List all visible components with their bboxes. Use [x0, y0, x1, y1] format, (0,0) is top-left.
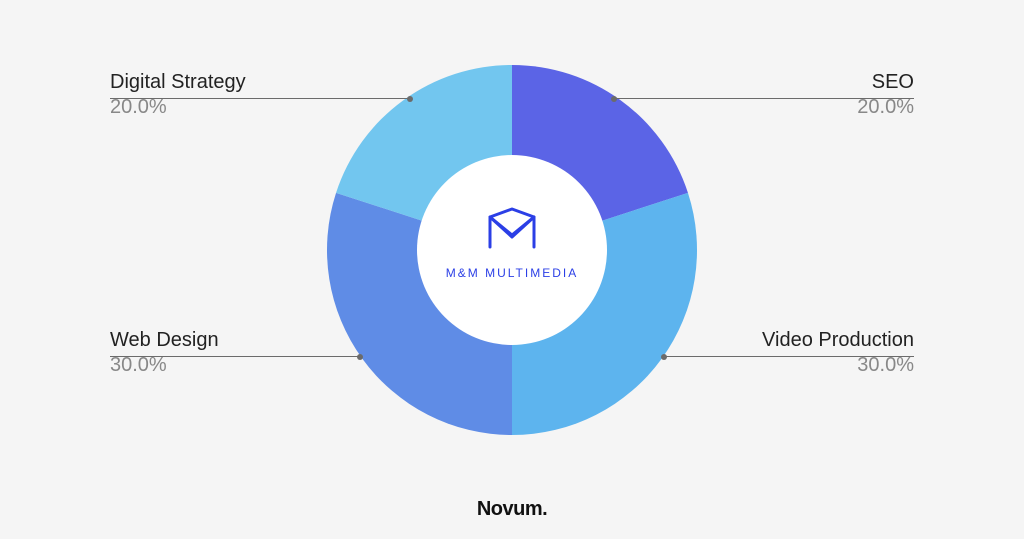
label-web-design: Web Design 30.0%: [110, 328, 219, 378]
mm-logo-icon: [482, 205, 542, 255]
slice-label: Digital Strategy: [110, 70, 246, 95]
leader-video-production: [664, 356, 914, 357]
label-seo: SEO 20.0%: [857, 70, 914, 120]
chart-stage: Digital Strategy 20.0% SEO 20.0% Web Des…: [0, 0, 1024, 539]
leader-web-design: [110, 356, 360, 357]
slice-label: Web Design: [110, 328, 219, 353]
center-logo: M&M MULTIMEDIA: [422, 205, 602, 280]
center-brand-text: M&M MULTIMEDIA: [422, 266, 602, 280]
label-digital-strategy: Digital Strategy 20.0%: [110, 70, 246, 120]
leader-seo: [614, 98, 914, 99]
footer-brand: Novum.: [0, 498, 1024, 521]
label-video-production: Video Production 30.0%: [762, 328, 914, 378]
leader-digital-strategy: [110, 98, 410, 99]
slice-label: SEO: [857, 70, 914, 95]
slice-label: Video Production: [762, 328, 914, 353]
